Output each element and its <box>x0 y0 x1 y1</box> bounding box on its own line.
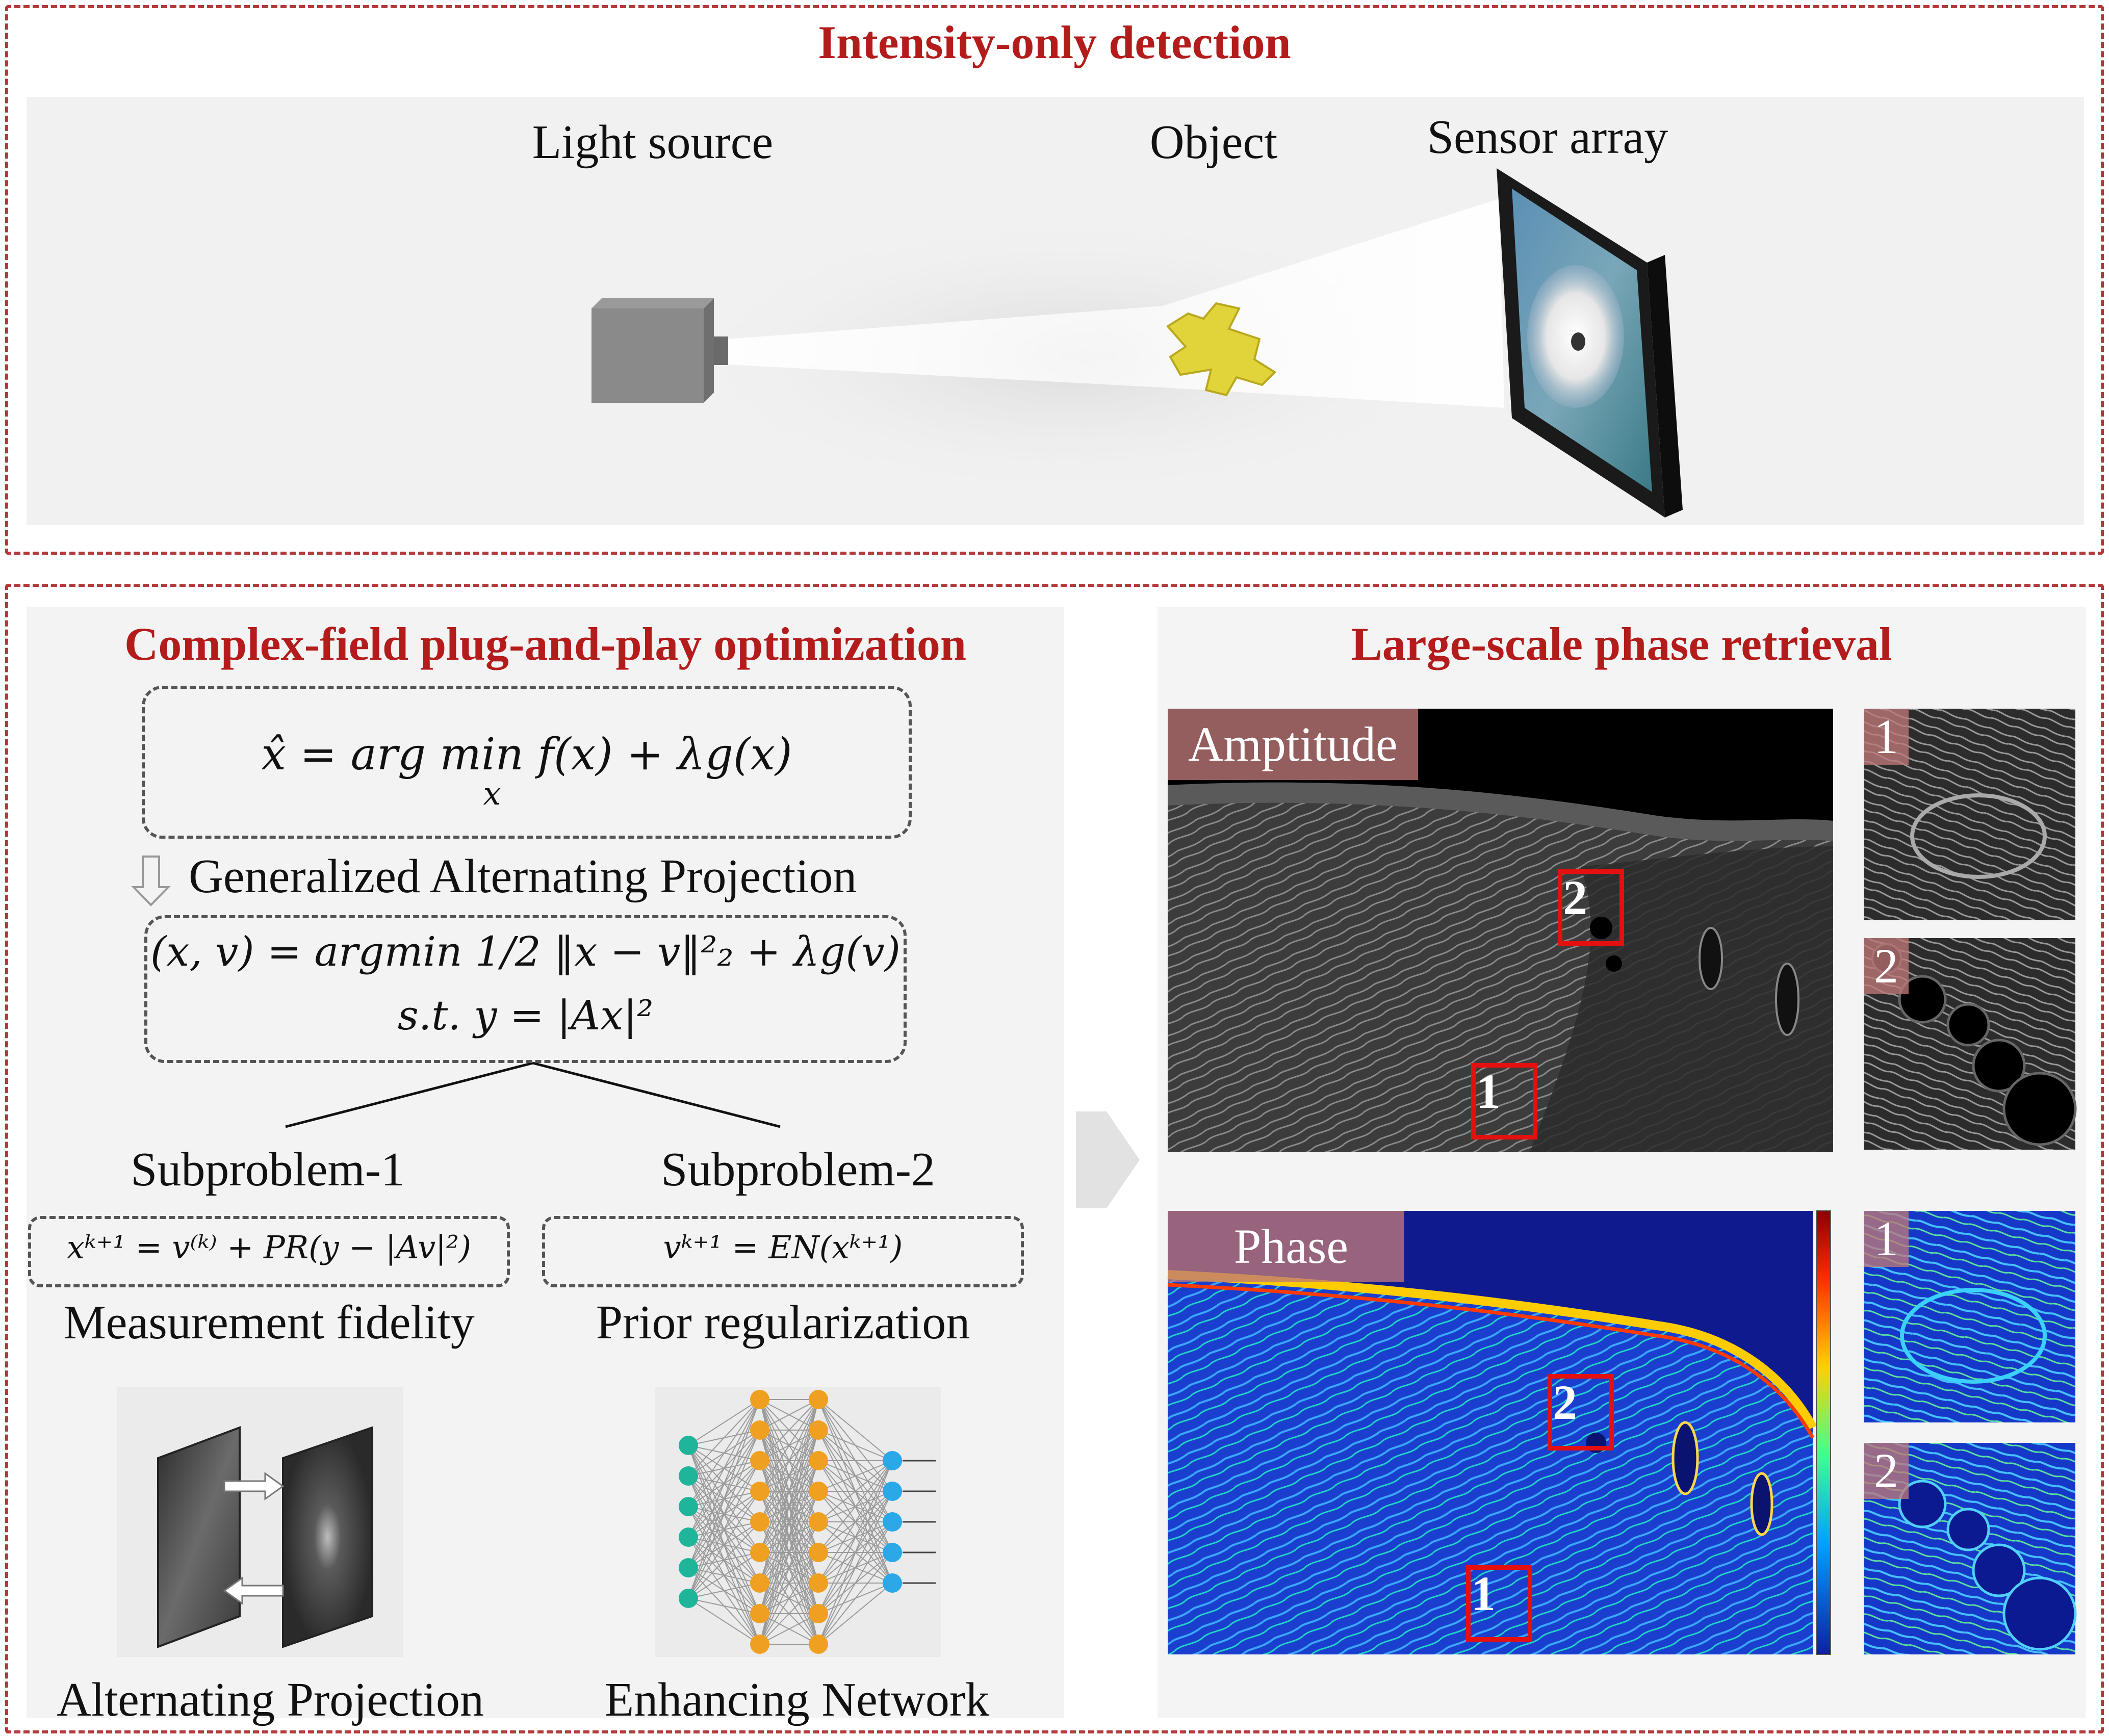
phase-inset-2-tag: 2 <box>1864 1443 1909 1499</box>
phase-tag: Phase <box>1168 1211 1404 1282</box>
amplitude-roi-2-number: 2 <box>1563 870 1587 925</box>
phase-roi-1-number: 1 <box>1471 1566 1496 1621</box>
intensity-detection-panel <box>5 5 2104 555</box>
alternating-projection-card <box>117 1387 403 1657</box>
phase-roi-2-number: 2 <box>1553 1375 1577 1430</box>
sensor-array-label: Sensor array <box>1427 111 1668 164</box>
optimization-title: Complex-field plug-and-play optimization <box>124 618 966 670</box>
object-icon <box>1166 302 1277 397</box>
enhancing-network-card <box>655 1387 941 1657</box>
light-source-label: Light source <box>532 116 774 169</box>
object-label: Object <box>1149 116 1278 169</box>
subproblem-2-label: Subproblem-2 <box>661 1143 935 1196</box>
setup-illustration <box>591 168 1683 517</box>
measurement-fidelity-label: Measurement fidelity <box>63 1296 475 1349</box>
amplitude-inset-2-tag: 2 <box>1864 938 1909 994</box>
enhancing-network-label: Enhancing Network <box>604 1673 990 1726</box>
intensity-detection-title: Intensity-only detection <box>818 16 1291 68</box>
gap-equation-line2: s.t. y = |Ax|² <box>397 992 654 1039</box>
phase-roi-2 <box>1548 1374 1614 1450</box>
amplitude-roi-2 <box>1558 869 1624 946</box>
gap-equation-line1: (x, v) = argmin 1/2 ‖x − v‖²₂ + λg(v) <box>150 928 901 975</box>
objective-equation: x̂ = arg min f(x) + λg(x) <box>261 729 792 780</box>
subproblem-1-equation: xᵏ⁺¹ = v⁽ᵏ⁾ + PR(y − |Av|²) <box>66 1229 472 1266</box>
prior-regularization-label: Prior regularization <box>596 1296 970 1349</box>
subproblem-2-box <box>542 1216 1024 1287</box>
subproblem-1-label: Subproblem-1 <box>131 1143 405 1196</box>
amplitude-tag: Amptitude <box>1168 709 1418 780</box>
sensor-array-icon <box>1497 168 1683 517</box>
amplitude-roi-1-number: 1 <box>1476 1064 1501 1119</box>
amplitude-roi-1 <box>1471 1063 1537 1139</box>
amplitude-inset-1-tag: 1 <box>1864 709 1909 765</box>
retrieval-title: Large-scale phase retrieval <box>1351 618 1892 670</box>
subproblem-2-equation: vᵏ⁺¹ = EN(xᵏ⁺¹) <box>663 1229 903 1266</box>
phase-inset-1-tag: 1 <box>1864 1211 1909 1267</box>
subproblem-1-box <box>28 1216 510 1287</box>
light-source-icon <box>591 298 728 403</box>
gap-equation-box <box>144 915 907 1063</box>
phase-roi-1 <box>1466 1565 1532 1642</box>
alternating-projection-label: Alternating Projection <box>57 1673 484 1726</box>
light-beam <box>728 199 1504 408</box>
objective-box <box>142 686 912 839</box>
gap-label: Generalized Alternating Projection <box>189 850 857 903</box>
bottom-panel <box>5 584 2104 1733</box>
objective-subscript: x <box>483 775 501 812</box>
